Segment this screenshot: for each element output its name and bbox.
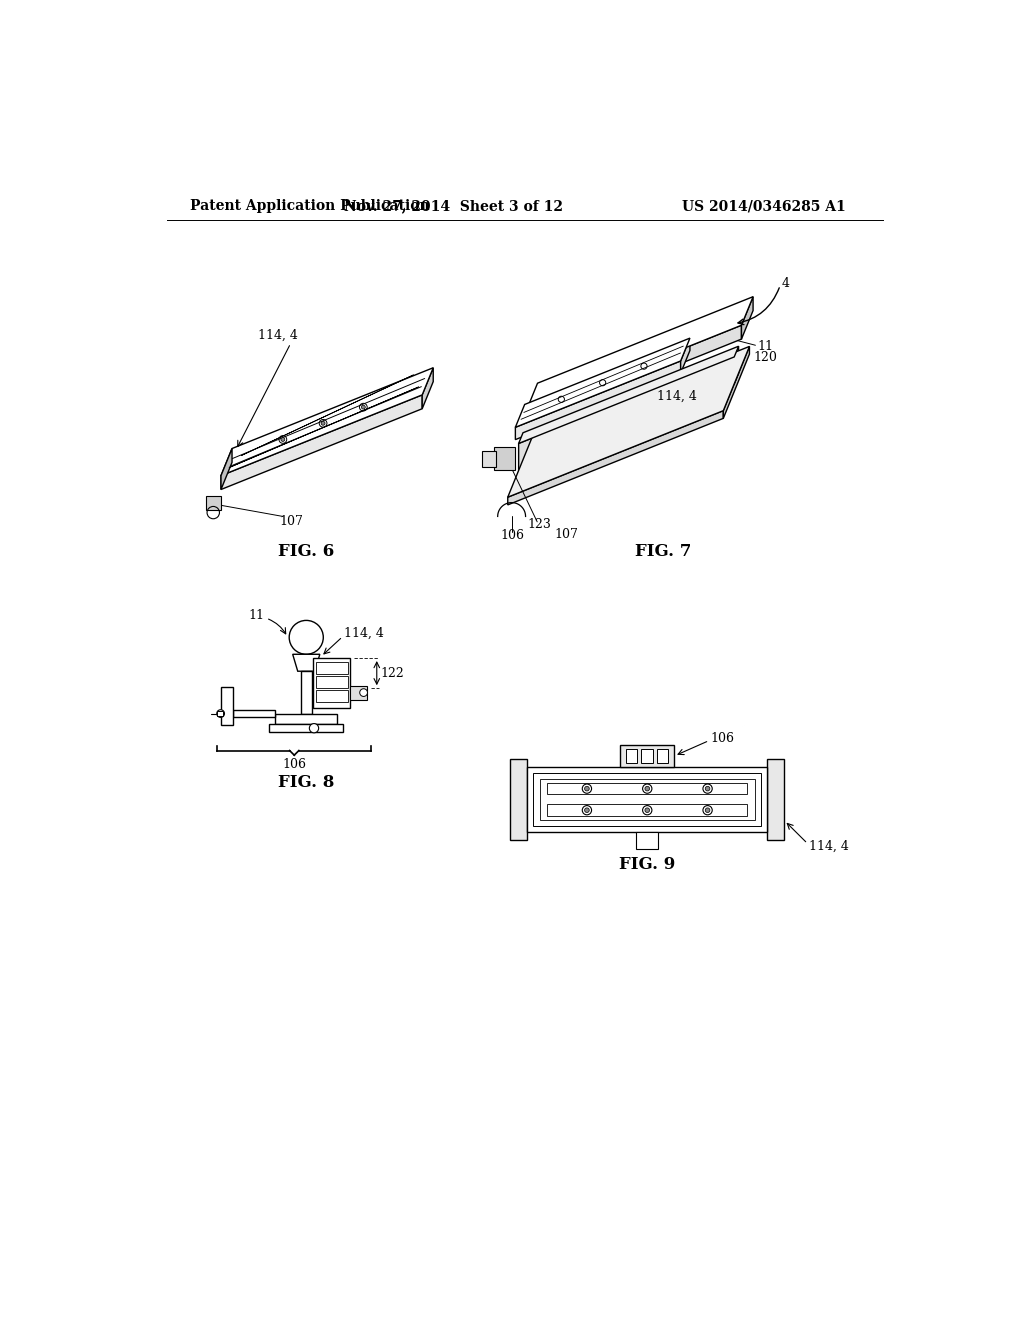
Text: 107: 107: [280, 515, 303, 528]
Polygon shape: [508, 346, 750, 498]
Bar: [510, 759, 527, 840]
Circle shape: [645, 808, 649, 813]
Text: 11: 11: [757, 341, 773, 354]
Circle shape: [361, 405, 366, 409]
Bar: [626, 748, 638, 763]
Bar: [217, 711, 223, 715]
Bar: [540, 779, 755, 820]
Polygon shape: [293, 655, 319, 671]
Bar: [547, 804, 748, 816]
Bar: [621, 744, 675, 767]
Bar: [547, 783, 748, 795]
Text: 114, 4: 114, 4: [657, 389, 697, 403]
Polygon shape: [741, 297, 753, 339]
Bar: [636, 832, 658, 849]
Bar: [315, 663, 348, 673]
Circle shape: [359, 689, 368, 697]
Text: 106: 106: [500, 529, 524, 543]
Bar: [275, 714, 337, 725]
Polygon shape: [518, 356, 734, 470]
Bar: [527, 767, 767, 832]
Bar: [301, 671, 311, 714]
Circle shape: [309, 723, 318, 733]
Circle shape: [583, 784, 592, 793]
Text: Patent Application Publication: Patent Application Publication: [190, 199, 430, 213]
Circle shape: [281, 437, 285, 441]
Bar: [534, 774, 761, 826]
Bar: [641, 748, 653, 763]
Text: Nov. 27, 2014  Sheet 3 of 12: Nov. 27, 2014 Sheet 3 of 12: [344, 199, 563, 213]
Bar: [269, 725, 343, 733]
Text: 114, 4: 114, 4: [809, 840, 849, 853]
Circle shape: [702, 784, 713, 793]
Polygon shape: [681, 338, 690, 374]
Text: 114, 4: 114, 4: [258, 329, 298, 342]
Bar: [313, 659, 350, 708]
Polygon shape: [515, 338, 690, 428]
Text: 122: 122: [381, 667, 404, 680]
Polygon shape: [515, 360, 681, 440]
Polygon shape: [526, 297, 753, 412]
Polygon shape: [422, 368, 433, 409]
Bar: [482, 451, 496, 466]
Circle shape: [643, 784, 652, 793]
Text: 107: 107: [554, 528, 579, 541]
Polygon shape: [221, 368, 433, 475]
Polygon shape: [221, 395, 422, 490]
Text: 4: 4: [781, 277, 790, 290]
Bar: [350, 685, 368, 700]
Circle shape: [706, 787, 710, 791]
Text: 120: 120: [754, 351, 777, 364]
Bar: [494, 447, 515, 470]
Text: 123: 123: [527, 517, 551, 531]
Circle shape: [702, 805, 713, 814]
Text: FIG. 7: FIG. 7: [635, 543, 691, 560]
Text: 106: 106: [711, 733, 735, 746]
Circle shape: [585, 808, 589, 813]
Bar: [232, 710, 275, 718]
Text: US 2014/0346285 A1: US 2014/0346285 A1: [682, 199, 846, 213]
Circle shape: [583, 805, 592, 814]
Bar: [221, 686, 232, 725]
Text: 11: 11: [249, 610, 265, 622]
Polygon shape: [526, 325, 741, 425]
Bar: [767, 759, 784, 840]
Circle shape: [645, 787, 649, 791]
Bar: [656, 748, 669, 763]
Circle shape: [585, 787, 589, 791]
Circle shape: [217, 710, 224, 718]
Circle shape: [289, 620, 324, 655]
Polygon shape: [508, 411, 723, 506]
Text: FIG. 9: FIG. 9: [620, 855, 676, 873]
Polygon shape: [518, 346, 738, 444]
Circle shape: [706, 808, 710, 813]
Text: 114, 4: 114, 4: [344, 627, 384, 640]
Circle shape: [643, 805, 652, 814]
Polygon shape: [221, 449, 232, 490]
Text: FIG. 6: FIG. 6: [279, 543, 335, 560]
Bar: [206, 496, 221, 510]
Bar: [315, 690, 348, 702]
Text: FIG. 8: FIG. 8: [279, 774, 335, 791]
Text: 106: 106: [283, 758, 306, 771]
Bar: [315, 676, 348, 688]
Polygon shape: [723, 346, 750, 418]
Polygon shape: [734, 346, 738, 384]
Circle shape: [322, 421, 325, 425]
